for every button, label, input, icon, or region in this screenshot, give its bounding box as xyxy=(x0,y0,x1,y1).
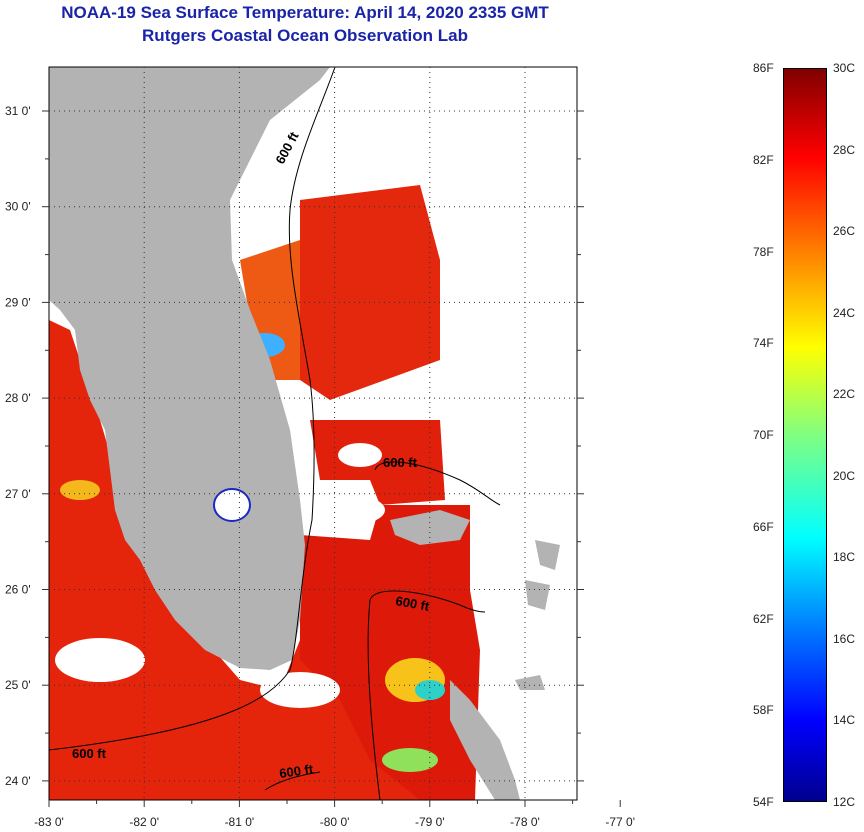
abaco-south-island xyxy=(525,580,550,610)
colorbar-celsius-label: 16C xyxy=(833,631,856,646)
colorbar-celsius-label: 26C xyxy=(833,224,856,239)
longitude-label: -80 0' xyxy=(320,815,350,829)
colorbar-celsius-label: 28C xyxy=(833,142,856,157)
colorbar-celsius-label: 20C xyxy=(833,468,856,483)
cloud-gap xyxy=(55,638,145,682)
chart-subtitle: Rutgers Coastal Ocean Observation Lab xyxy=(142,26,468,45)
colorbar-fahrenheit-label: 70F xyxy=(753,428,774,442)
axis-ticks xyxy=(42,110,621,807)
colorbar-fahrenheit-label: 66F xyxy=(753,519,774,534)
atlantic-south-sst-region xyxy=(300,505,480,800)
cool-patch xyxy=(382,748,438,772)
longitude-label: -82 0' xyxy=(129,815,159,829)
latitude-label: 28 0' xyxy=(5,391,31,405)
chart-title: NOAA-19 Sea Surface Temperature: April 1… xyxy=(61,3,549,22)
colorbar-celsius-label: 30C xyxy=(833,61,856,75)
latitude-label: 27 0' xyxy=(5,487,31,501)
colorbar-fahrenheit-label: 54F xyxy=(753,795,774,809)
colorbar-fahrenheit-label: 78F xyxy=(753,244,774,259)
colorbar-celsius-label: 12C xyxy=(833,795,856,809)
colorbar-celsius-label: 18C xyxy=(833,550,856,565)
longitude-labels: -83 0' -82 0' -81 0' -80 0' -79 0' -78 0' -77 … xyxy=(34,815,635,829)
cloud-gap xyxy=(338,443,382,467)
colorbar-fahrenheit-label: 86F xyxy=(753,61,774,75)
longitude-label: -83 0' xyxy=(34,815,64,829)
latitude-label: 29 0' xyxy=(5,295,31,309)
lake-okeechobee xyxy=(213,488,251,522)
colorbar-fahrenheit-label: 82F xyxy=(753,152,774,167)
latitude-label: 26 0' xyxy=(5,583,31,597)
longitude-label: -78 0' xyxy=(510,815,540,829)
colorbar-fahrenheit-label: 62F xyxy=(753,611,774,626)
cloud-gap xyxy=(260,672,340,708)
contour-label: 600 ft xyxy=(278,761,314,781)
isobath-600ft-bahamas xyxy=(374,461,501,506)
longitude-label: -81 0' xyxy=(225,815,255,829)
isobath-600ft-west xyxy=(49,67,336,751)
graticule xyxy=(49,67,577,800)
colorbar-celsius-label: 24C xyxy=(833,305,856,320)
colorbar xyxy=(783,68,827,802)
atlantic-north-sst-region xyxy=(300,185,440,400)
florida-landmass xyxy=(49,67,330,670)
cloud-gap xyxy=(305,494,385,526)
map-frame xyxy=(48,66,578,801)
colorbar-fahrenheit-label: 74F xyxy=(753,336,774,351)
longitude-label: -79 0' xyxy=(415,815,445,829)
contour-label: 600 ft xyxy=(383,455,418,470)
abaco-island xyxy=(535,540,560,570)
cool-patch xyxy=(60,480,100,500)
latitude-label: 25 0' xyxy=(5,678,31,692)
latitude-labels: 31 0' 30 0' 29 0' 28 0' 27 0' 26 0' 25 0' 24 0' xyxy=(5,104,31,788)
isobath-600ft-south xyxy=(264,771,321,791)
latitude-label: 24 0' xyxy=(5,774,31,788)
colorbar-fahrenheit-label: 58F xyxy=(753,703,774,718)
colorbar-celsius-label: 22C xyxy=(833,387,856,402)
latitude-label: 30 0' xyxy=(5,200,31,214)
cool-patch xyxy=(415,680,445,700)
contour-label: 600 ft xyxy=(394,593,431,614)
colorbar-celsius-label: 14C xyxy=(833,713,856,728)
latitude-label: 31 0' xyxy=(5,104,31,118)
longitude-label: -77 0' xyxy=(605,815,635,829)
nassau-island xyxy=(515,675,545,690)
bahamas-north-sst-region xyxy=(310,420,445,505)
isobath-600ft-east xyxy=(367,590,486,800)
contour-label: 600 ft xyxy=(72,746,107,761)
andros-island xyxy=(450,680,520,800)
